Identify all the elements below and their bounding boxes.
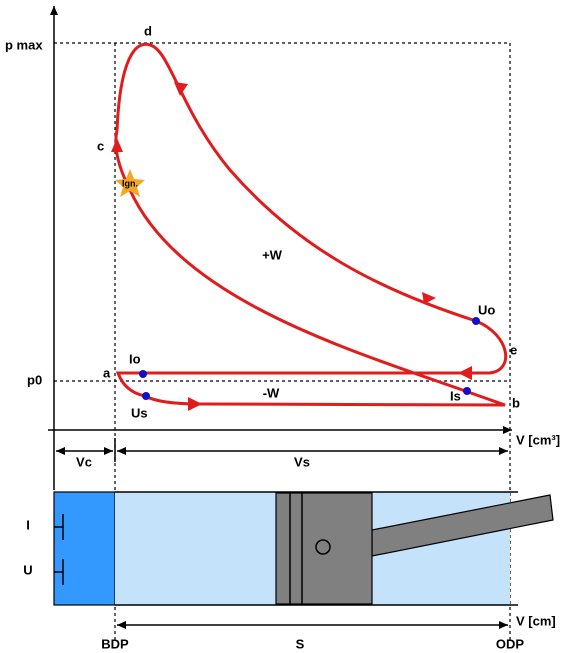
label: Is (450, 388, 461, 403)
label: Io (129, 351, 141, 366)
label: Vs (294, 454, 310, 469)
label: BDP (101, 636, 129, 651)
label: Ign. (122, 178, 138, 188)
label: Vc (76, 454, 92, 469)
dot (472, 317, 480, 325)
label: V [cm³] (516, 432, 560, 447)
arrow (422, 292, 436, 304)
dot (463, 387, 471, 395)
valve-dots (139, 317, 480, 400)
label: e (510, 342, 517, 357)
label: p0 (27, 372, 42, 387)
arrow (188, 397, 202, 411)
valves (54, 514, 64, 585)
label: ODP (496, 636, 525, 651)
label: Uo (478, 302, 495, 317)
label: V [cm] (516, 613, 556, 628)
label: c (97, 138, 104, 153)
label: +W (262, 247, 283, 262)
label: I (26, 517, 30, 532)
label: a (103, 365, 111, 380)
label: p max (5, 37, 43, 52)
arrow (174, 82, 188, 96)
piston-pin (315, 539, 331, 555)
label: -W (263, 385, 280, 400)
label: S (296, 636, 305, 651)
flow-arrows (111, 82, 472, 411)
dot (139, 370, 147, 378)
clearance-volume (53, 491, 116, 606)
arrow (111, 138, 123, 152)
dot (142, 392, 150, 400)
label: U (23, 562, 32, 577)
piston (275, 492, 373, 605)
label: d (144, 23, 152, 38)
label: Us (131, 405, 148, 420)
ignition-star (115, 169, 145, 197)
label: b (512, 395, 520, 410)
arrow (458, 366, 472, 380)
cycle-curve (114, 42, 508, 407)
